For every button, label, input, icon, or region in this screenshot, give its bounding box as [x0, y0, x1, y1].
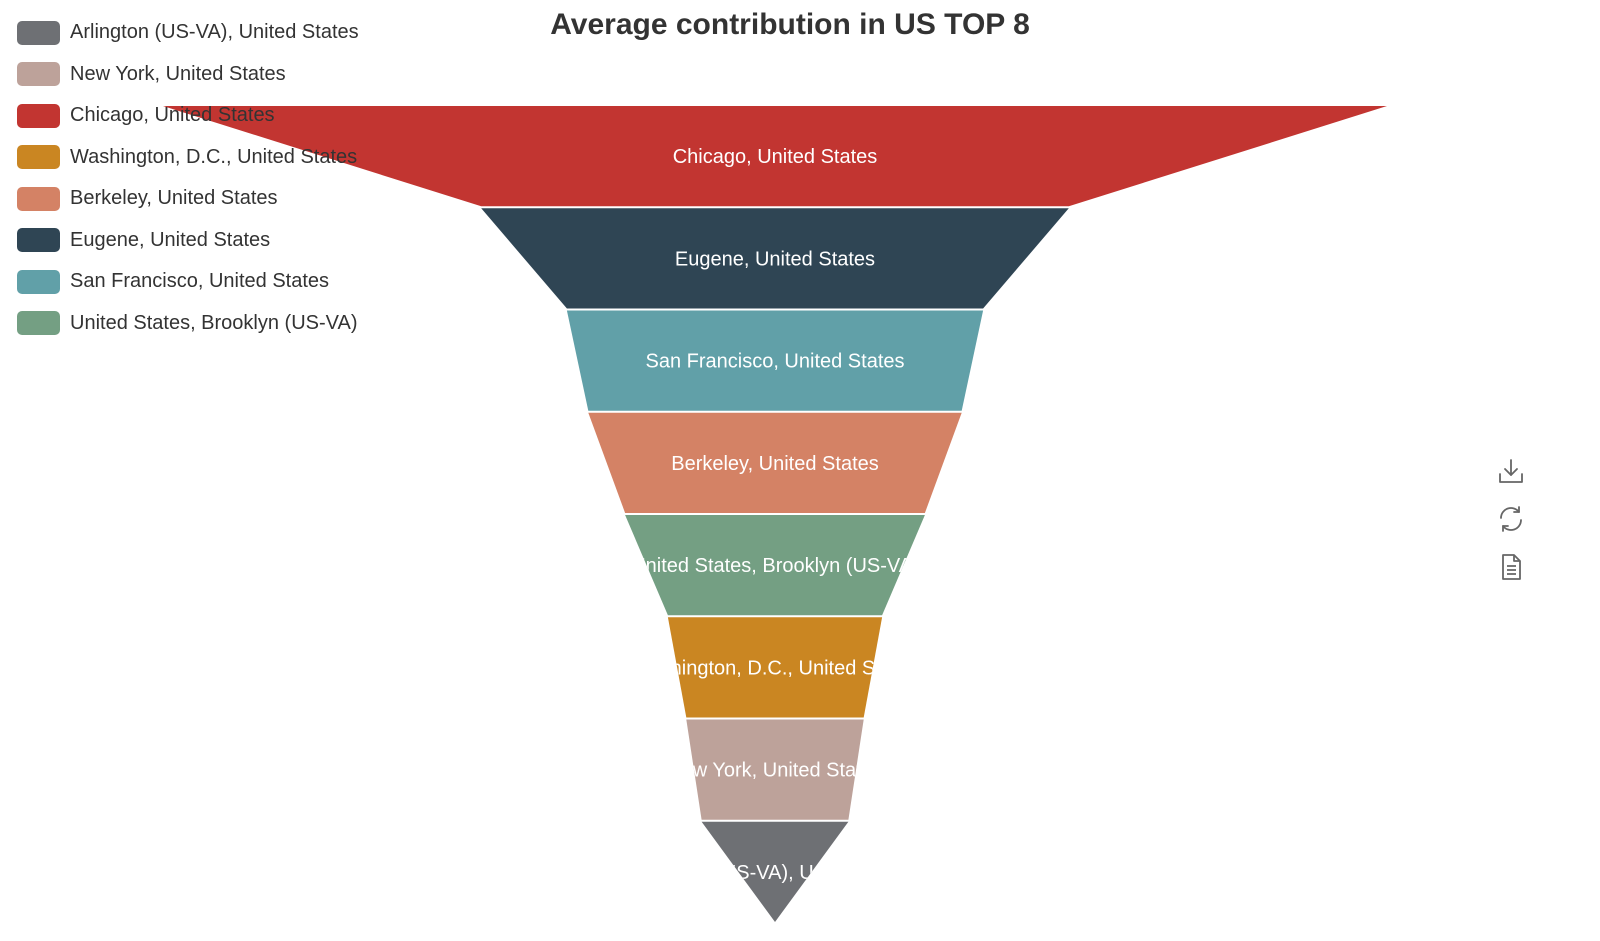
funnel-segment[interactable] [588, 412, 962, 513]
legend-swatch [17, 20, 60, 45]
legend: Arlington (US-VA), United States New York… [17, 12, 359, 344]
legend-label: San Francisco, United States [70, 270, 330, 293]
funnel-segment[interactable] [625, 515, 925, 616]
legend-swatch [17, 269, 60, 294]
legend-label: Chicago, United States [70, 104, 275, 127]
legend-item[interactable]: Eugene, United States [17, 220, 359, 262]
legend-swatch [17, 311, 60, 336]
legend-swatch [17, 186, 60, 211]
funnel-segment-label: Chicago, United States [673, 146, 878, 168]
funnel-segment-label: Arlington (US-VA), United States [631, 862, 920, 884]
refresh-icon[interactable] [1496, 504, 1526, 534]
funnel-segment[interactable] [701, 821, 849, 922]
legend-item[interactable]: New York, United States [17, 54, 359, 96]
data-view-icon[interactable] [1496, 552, 1526, 582]
funnel-segment[interactable] [163, 106, 1387, 207]
funnel-segment[interactable] [566, 310, 984, 411]
funnel-segment-label: Berkeley, United States [671, 453, 879, 475]
legend-label: Eugene, United States [70, 228, 271, 251]
legend-item[interactable]: United States, Brooklyn (US-VA) [17, 303, 359, 345]
legend-item[interactable]: Chicago, United States [17, 95, 359, 137]
legend-label: New York, United States [70, 62, 286, 85]
funnel-segment[interactable] [481, 208, 1069, 309]
legend-swatch [17, 62, 60, 87]
legend-item[interactable]: Washington, D.C., United States [17, 137, 359, 179]
legend-swatch [17, 103, 60, 128]
funnel-segment-label: Eugene, United States [675, 248, 875, 270]
legend-swatch [17, 228, 60, 253]
toolbox [1496, 456, 1526, 600]
download-icon[interactable] [1496, 456, 1526, 486]
legend-label: Washington, D.C., United States [70, 145, 358, 168]
funnel-segment[interactable] [667, 617, 883, 718]
funnel-segment[interactable] [686, 719, 864, 820]
funnel-segment-label: San Francisco, United States [645, 351, 904, 373]
legend-swatch [17, 145, 60, 170]
legend-item[interactable]: San Francisco, United States [17, 261, 359, 303]
legend-label: Arlington (US-VA), United States [70, 21, 359, 44]
funnel-segment-label: Washington, D.C., United States [631, 657, 918, 679]
legend-item[interactable]: Berkeley, United States [17, 178, 359, 220]
legend-label: United States, Brooklyn (US-VA) [70, 311, 358, 334]
funnel-segment-label: United States, Brooklyn (US-VA) [631, 555, 919, 577]
funnel-segment-label: New York, United States [667, 760, 883, 782]
legend-label: Berkeley, United States [70, 187, 278, 210]
legend-item[interactable]: Arlington (US-VA), United States [17, 12, 359, 54]
chart-title: Average contribution in US TOP 8 [550, 8, 1030, 41]
